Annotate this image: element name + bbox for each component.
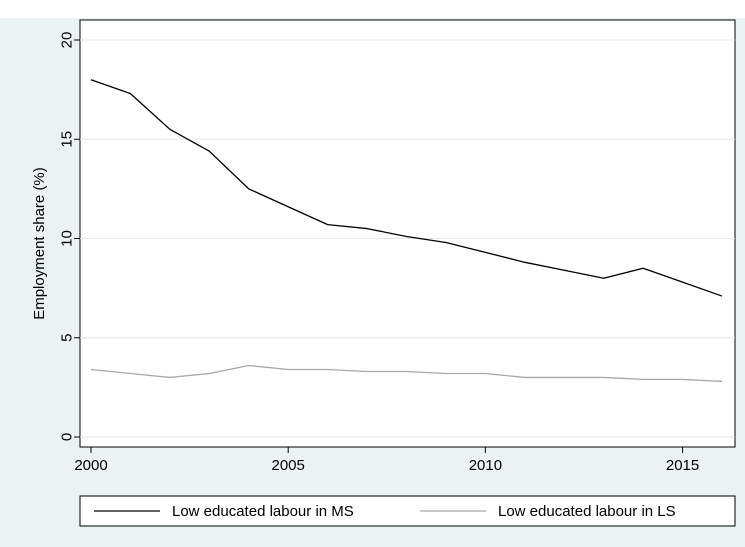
y-tick-label: 10 xyxy=(58,230,75,247)
series-line-2 xyxy=(90,364,723,383)
x-tick-label: 2005 xyxy=(272,457,305,474)
y-tick-label: 5 xyxy=(58,334,75,342)
y-tick-label: 0 xyxy=(58,433,75,441)
series-line-1 xyxy=(90,79,723,297)
top-banner xyxy=(0,0,745,18)
y-tick-label: 15 xyxy=(58,131,75,148)
legend-box xyxy=(79,495,736,527)
legend-label: Low educated labour in MS xyxy=(172,503,354,520)
legend: Low educated labour in MS Low educated la… xyxy=(79,495,736,527)
axes: 0 5 10 15 20 2000 2005 2010 2015 xyxy=(58,32,699,474)
legend-label: Low educated labour in LS xyxy=(498,503,676,520)
gridlines xyxy=(80,39,735,438)
plot-area xyxy=(79,19,736,448)
x-tick-label: 2010 xyxy=(469,457,502,474)
y-tick-label: 20 xyxy=(58,32,75,49)
series-lines xyxy=(90,79,723,383)
y-axis-title: Employment share (%) xyxy=(31,167,48,320)
x-tick-label: 2000 xyxy=(74,457,107,474)
x-tick-label: 2015 xyxy=(666,457,699,474)
